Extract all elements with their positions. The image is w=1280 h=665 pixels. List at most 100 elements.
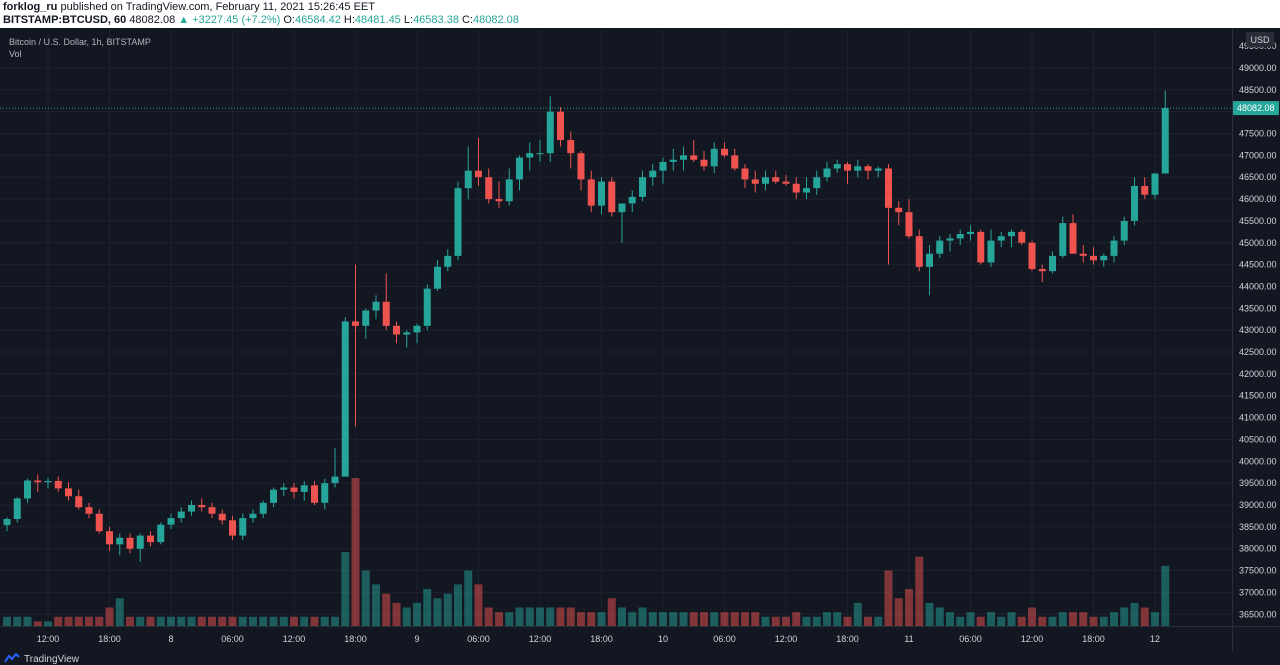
candle-body[interactable] (1059, 223, 1067, 256)
candle-body[interactable] (177, 511, 185, 519)
candle-body[interactable] (290, 487, 298, 492)
candle-body[interactable] (434, 266, 441, 289)
candle-body[interactable] (495, 199, 503, 202)
candle-body[interactable] (126, 537, 134, 549)
candle-body[interactable] (987, 240, 995, 263)
candle-body[interactable] (608, 181, 616, 213)
candle-body[interactable] (423, 288, 431, 326)
candle-body[interactable] (167, 518, 175, 525)
candle-body[interactable] (690, 155, 698, 160)
author-name[interactable]: forklog_ru (3, 1, 58, 13)
candle-body[interactable] (413, 325, 421, 333)
candle-body[interactable] (1028, 242, 1036, 269)
candle-body[interactable] (926, 253, 933, 267)
candle-body[interactable] (669, 159, 677, 162)
candle-body[interactable] (936, 240, 944, 254)
candle-body[interactable] (208, 507, 216, 514)
candle-body[interactable] (854, 166, 862, 171)
candle-body[interactable] (905, 212, 913, 237)
candle-body[interactable] (813, 177, 821, 189)
candle-body[interactable] (546, 111, 554, 154)
candle-body[interactable] (536, 153, 544, 155)
candle-body[interactable] (239, 518, 247, 536)
candle-body[interactable] (762, 177, 769, 184)
candle-body[interactable] (628, 196, 636, 204)
candle-body[interactable] (218, 513, 226, 521)
candle-body[interactable] (997, 236, 1005, 241)
candle-body[interactable] (475, 170, 482, 178)
candle-body[interactable] (772, 177, 780, 182)
candle-body[interactable] (341, 321, 349, 477)
candle-body[interactable] (751, 179, 759, 184)
candle-body[interactable] (403, 332, 411, 335)
candle-body[interactable] (731, 155, 739, 169)
candle-body[interactable] (505, 179, 513, 202)
candle-body[interactable] (639, 177, 646, 197)
candle-body[interactable] (3, 518, 11, 526)
candle-body[interactable] (311, 485, 318, 503)
candle-body[interactable] (1090, 255, 1097, 261)
chart-area[interactable]: 49000.0048500.0048000.0047500.0047000.00… (0, 28, 1280, 652)
candle-body[interactable] (372, 301, 380, 311)
candle-body[interactable] (844, 164, 851, 171)
candle-body[interactable] (188, 505, 195, 512)
candle-body[interactable] (259, 502, 267, 514)
candle-body[interactable] (13, 498, 21, 519)
candle-body[interactable] (1049, 255, 1056, 272)
candle-body[interactable] (382, 301, 390, 326)
currency-button[interactable] (1246, 32, 1274, 47)
candle-body[interactable] (1018, 231, 1026, 243)
series-title[interactable]: Bitcoin / U.S. Dollar, 1h, BITSTAMP (9, 37, 151, 47)
candle-body[interactable] (741, 168, 749, 180)
candle-body[interactable] (567, 140, 575, 154)
candle-body[interactable] (557, 111, 564, 141)
candle-body[interactable] (680, 155, 687, 160)
candle-body[interactable] (1141, 185, 1149, 195)
candle-body[interactable] (75, 496, 83, 508)
candle-body[interactable] (1079, 253, 1087, 256)
candle-body[interactable] (280, 487, 288, 490)
candle-body[interactable] (393, 325, 400, 335)
candle-body[interactable] (1110, 240, 1118, 256)
candle-body[interactable] (833, 164, 841, 169)
candle-body[interactable] (700, 159, 708, 167)
candle-body[interactable] (823, 168, 831, 178)
candle-body[interactable] (229, 520, 236, 536)
candle-body[interactable] (44, 480, 52, 483)
candle-body[interactable] (792, 183, 800, 193)
candle-body[interactable] (659, 161, 667, 171)
candle-body[interactable] (444, 255, 452, 267)
candle-body[interactable] (85, 507, 93, 514)
candle-body[interactable] (321, 483, 329, 503)
candle-body[interactable] (587, 179, 595, 206)
volume-label[interactable]: Vol (9, 49, 22, 59)
candle-body[interactable] (485, 177, 493, 200)
candle-body[interactable] (116, 537, 124, 545)
candle-body[interactable] (331, 476, 339, 484)
candle-body[interactable] (300, 485, 308, 492)
candle-body[interactable] (270, 489, 277, 503)
candle-body[interactable] (1131, 185, 1138, 221)
candle-body[interactable] (1161, 108, 1169, 174)
candle-body[interactable] (198, 505, 206, 508)
candle-body[interactable] (136, 535, 144, 549)
candle-body[interactable] (24, 480, 31, 499)
candle-body[interactable] (1151, 173, 1159, 195)
candle-body[interactable] (721, 148, 728, 156)
candle-body[interactable] (803, 188, 810, 193)
candle-body[interactable] (1008, 231, 1015, 237)
candle-body[interactable] (157, 524, 165, 543)
candle-body[interactable] (1120, 220, 1128, 241)
candle-body[interactable] (65, 488, 72, 497)
candle-body[interactable] (516, 157, 523, 180)
candle-body[interactable] (710, 148, 718, 167)
candle-body[interactable] (249, 513, 257, 519)
candlestick-chart[interactable]: 49000.0048500.0048000.0047500.0047000.00… (0, 28, 1280, 652)
candle-body[interactable] (464, 170, 472, 189)
candle-body[interactable] (598, 181, 605, 206)
candle-body[interactable] (885, 168, 892, 208)
candle-body[interactable] (864, 166, 872, 171)
candle-body[interactable] (946, 238, 954, 241)
candle-body[interactable] (54, 480, 62, 489)
candle-body[interactable] (1069, 223, 1077, 254)
